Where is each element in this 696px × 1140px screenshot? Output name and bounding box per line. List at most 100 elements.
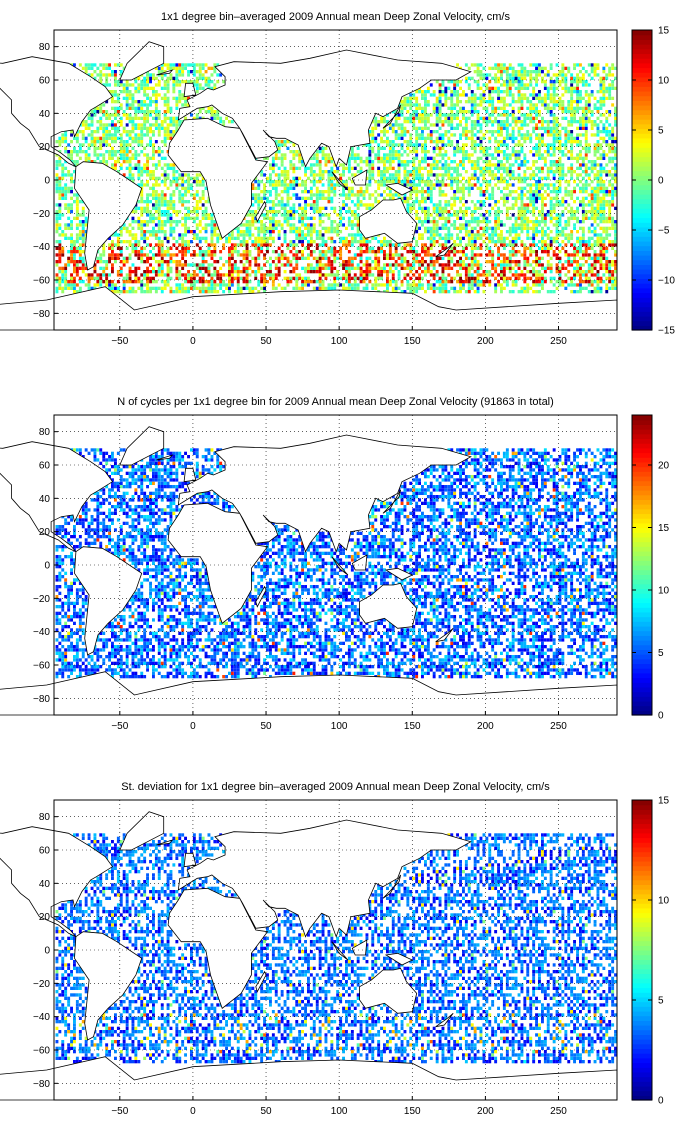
data-cell xyxy=(383,173,386,177)
data-cell xyxy=(350,266,354,270)
data-cell xyxy=(269,180,272,184)
data-cell xyxy=(187,250,190,254)
data-cell xyxy=(377,260,381,264)
data-cell xyxy=(526,183,530,187)
data-cell xyxy=(318,230,322,234)
data-cell xyxy=(312,200,316,204)
data-cell xyxy=(122,140,126,144)
data-cell xyxy=(502,286,506,290)
data-cell xyxy=(55,253,59,257)
data-cell xyxy=(230,263,234,267)
data-cell xyxy=(561,153,565,157)
data-cell xyxy=(596,163,600,167)
data-cell xyxy=(552,143,556,147)
data-cell xyxy=(546,226,550,230)
data-cell xyxy=(169,196,173,200)
data-cell xyxy=(532,190,536,194)
data-cell xyxy=(204,210,208,214)
data-cell xyxy=(330,156,334,160)
data-cell xyxy=(505,126,509,130)
data-cell xyxy=(579,150,582,154)
data-cell xyxy=(330,196,334,200)
data-cell xyxy=(558,260,562,264)
data-cell xyxy=(614,156,617,160)
data-cell xyxy=(289,240,293,244)
data-cell xyxy=(114,286,117,290)
data-cell xyxy=(418,273,421,277)
data-cell xyxy=(555,203,559,207)
data-cell xyxy=(271,183,275,187)
data-cell xyxy=(166,216,170,220)
data-cell xyxy=(593,240,597,244)
data-cell xyxy=(339,206,343,210)
data-cell xyxy=(587,143,591,147)
data-cell xyxy=(561,240,565,244)
data-cell xyxy=(289,166,293,170)
data-cell xyxy=(213,250,217,254)
data-cell xyxy=(567,170,571,174)
data-cell xyxy=(61,133,65,137)
data-cell xyxy=(552,133,556,137)
data-cell xyxy=(99,266,103,270)
data-cell xyxy=(596,276,600,280)
data-cell xyxy=(576,283,579,287)
data-cell xyxy=(529,220,533,224)
data-cell xyxy=(178,286,182,290)
data-cell xyxy=(459,200,462,204)
data-cell xyxy=(362,196,366,200)
data-cell xyxy=(78,250,82,254)
data-cell xyxy=(555,216,559,220)
data-cell xyxy=(459,133,462,137)
data-cell xyxy=(219,266,223,270)
data-cell xyxy=(312,256,316,260)
data-cell xyxy=(464,233,468,237)
data-cell xyxy=(394,133,398,137)
data-cell xyxy=(213,290,217,294)
data-cell xyxy=(198,270,202,274)
data-cell xyxy=(342,166,345,170)
data-cell xyxy=(178,200,182,204)
data-cell xyxy=(245,260,249,264)
data-cell xyxy=(602,136,606,140)
data-cell xyxy=(301,163,304,167)
data-cell xyxy=(426,286,430,290)
data-cell xyxy=(500,266,503,270)
data-cell xyxy=(614,270,617,274)
data-cell xyxy=(400,143,404,147)
data-cell xyxy=(409,193,413,197)
data-cell xyxy=(269,270,272,274)
data-cell xyxy=(93,270,97,274)
data-cell xyxy=(201,176,205,180)
data-cell xyxy=(599,276,603,280)
data-cell xyxy=(368,246,372,250)
data-cell xyxy=(345,226,348,230)
data-cell xyxy=(81,206,85,210)
data-cell xyxy=(339,220,343,224)
data-cell xyxy=(295,273,299,277)
data-cell xyxy=(444,163,448,167)
data-cell xyxy=(505,186,509,190)
data-cell xyxy=(438,160,442,164)
data-cell xyxy=(406,143,410,147)
data-cell xyxy=(532,236,536,240)
data-cell xyxy=(570,150,574,154)
data-cell xyxy=(508,270,512,274)
data-cell xyxy=(561,200,565,204)
data-cell xyxy=(479,150,483,154)
data-cell xyxy=(505,180,509,184)
data-cell xyxy=(377,266,381,270)
data-cell xyxy=(567,156,571,160)
data-cell xyxy=(116,236,120,240)
data-cell xyxy=(459,150,462,154)
data-cell xyxy=(397,286,401,290)
data-cell xyxy=(75,196,79,200)
data-cell xyxy=(327,170,331,174)
data-cell xyxy=(611,243,615,247)
data-cell xyxy=(242,230,246,234)
data-cell xyxy=(432,163,436,167)
data-cell xyxy=(304,206,307,210)
data-cell xyxy=(362,280,366,284)
data-cell xyxy=(567,180,571,184)
data-cell xyxy=(166,266,170,270)
data-cell xyxy=(596,260,600,264)
